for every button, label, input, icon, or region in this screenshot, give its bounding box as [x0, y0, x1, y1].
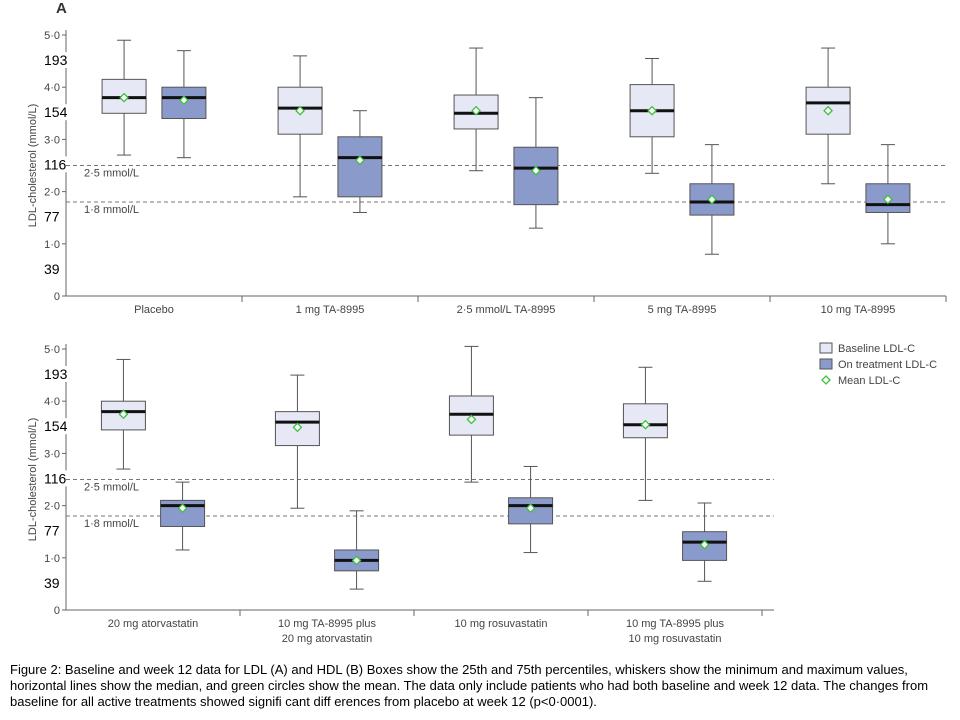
legend-label: On treatment LDL-C	[838, 359, 937, 371]
overlay-tick-label: 154	[44, 418, 68, 434]
ontreatment-box	[513, 146, 559, 206]
y-tick-label: 2·0	[44, 501, 60, 513]
y-tick-label: 1·0	[44, 553, 60, 565]
overlay-tick-label: 193	[44, 52, 68, 68]
x-category-label: 10 mg TA-8995 plus	[278, 618, 377, 630]
overlay-tick-label: 39	[44, 575, 60, 591]
mean-marker	[292, 422, 303, 433]
ontreatment-box	[161, 86, 207, 120]
reference-label-bg	[82, 203, 148, 216]
overlay-tick-label: 77	[44, 523, 60, 539]
legend-label: Mean LDL-C	[838, 375, 900, 387]
baseline-box	[805, 86, 851, 135]
reference-line-label: 1·8 mmol/L	[84, 204, 139, 216]
mean-marker	[531, 165, 541, 176]
overlay-tick-label: 116	[44, 470, 67, 486]
reference-line-label: 2·5 mmol/L	[84, 482, 139, 494]
x-category-label: Placebo	[134, 304, 174, 316]
x-category-label: 10 mg rosuvastatin	[629, 633, 722, 645]
mean-marker	[883, 194, 893, 205]
box-plot-figure: 0 1·0 2·0 3·0 4·0 5·0 193 154 116 77 39 LDL-cholest…	[27, 30, 947, 645]
y-tick-label: 5·0	[44, 30, 60, 42]
y-axis-label: LDL-cholesterol (mmol/L)	[27, 104, 39, 227]
legend-mean-swatch	[821, 375, 831, 385]
y-tick-label: 3·0	[44, 134, 60, 146]
overlay-tick-bg	[42, 470, 72, 487]
mean-marker	[471, 105, 481, 116]
overlay-tick-label: 77	[44, 209, 60, 225]
overlay-tick-label: 39	[44, 261, 60, 277]
overlay-tick-bg	[42, 366, 72, 382]
y-tick-label: 0	[54, 605, 60, 617]
overlay-tick-bg	[42, 260, 64, 277]
legend-baseline-swatch	[819, 342, 833, 354]
reference-label-bg	[82, 517, 148, 530]
overlay-tick-label: 154	[44, 104, 68, 120]
mean-marker	[118, 409, 129, 420]
mean-marker	[640, 419, 651, 430]
ontreatment-box	[682, 531, 728, 561]
y-tick-label: 0	[54, 291, 60, 303]
legend-label: Baseline LDL-C	[838, 343, 915, 355]
ontreatment-box	[337, 136, 383, 198]
y-tick-label: 4·0	[44, 82, 60, 94]
x-category-label: 10 mg TA-8995	[821, 304, 896, 316]
overlay-tick-label: 193	[44, 366, 68, 382]
overlay-tick-bg	[42, 104, 72, 121]
mean-marker	[351, 555, 362, 566]
mean-marker	[179, 95, 189, 106]
x-category-label: 1 mg TA-8995	[296, 304, 365, 316]
x-category-label: 20 mg atorvastatin	[108, 618, 199, 630]
y-tick-label: 1·0	[44, 239, 60, 251]
mean-marker	[466, 414, 477, 425]
overlay-tick-bg	[42, 52, 72, 68]
mean-marker	[355, 155, 365, 166]
reference-label-bg	[82, 480, 148, 493]
overlay-tick-label: 116	[44, 156, 67, 172]
overlay-tick-bg	[42, 156, 72, 173]
y-tick-label: 2·0	[44, 187, 60, 199]
x-category-label: 2·5 mmol/L TA-8995	[457, 304, 556, 316]
mean-marker	[119, 92, 129, 103]
mean-marker	[177, 503, 188, 514]
x-category-label: 10 mg rosuvastatin	[455, 618, 548, 630]
mean-marker	[707, 194, 717, 205]
mean-marker	[295, 105, 305, 116]
x-category-label: 20 mg atorvastatin	[282, 633, 373, 645]
overlay-tick-bg	[42, 522, 64, 539]
x-category-label: 5 mg TA-8995	[648, 304, 717, 316]
panel-letter: A	[56, 0, 67, 17]
y-axis-label: LDL-cholesterol (mmol/L)	[27, 418, 39, 541]
reference-line-label: 1·8 mmol/L	[84, 518, 139, 530]
mean-marker	[647, 105, 657, 116]
reference-line-label: 2·5 mmol/L	[84, 168, 139, 180]
mean-marker	[525, 503, 536, 514]
overlay-tick-bg	[42, 574, 64, 591]
overlay-tick-bg	[42, 208, 64, 225]
x-category-label: 10 mg TA-8995 plus	[626, 618, 725, 630]
figure-caption: Figure 2: Baseline and week 12 data for …	[10, 662, 929, 709]
legend-ontreatment-swatch	[819, 358, 833, 370]
mean-marker	[823, 105, 833, 116]
y-tick-label: 4·0	[44, 396, 60, 408]
reference-label-bg	[82, 166, 148, 179]
y-tick-label: 3·0	[44, 448, 60, 460]
mean-marker	[699, 539, 710, 550]
y-tick-label: 5·0	[44, 344, 60, 356]
overlay-tick-bg	[42, 418, 72, 435]
